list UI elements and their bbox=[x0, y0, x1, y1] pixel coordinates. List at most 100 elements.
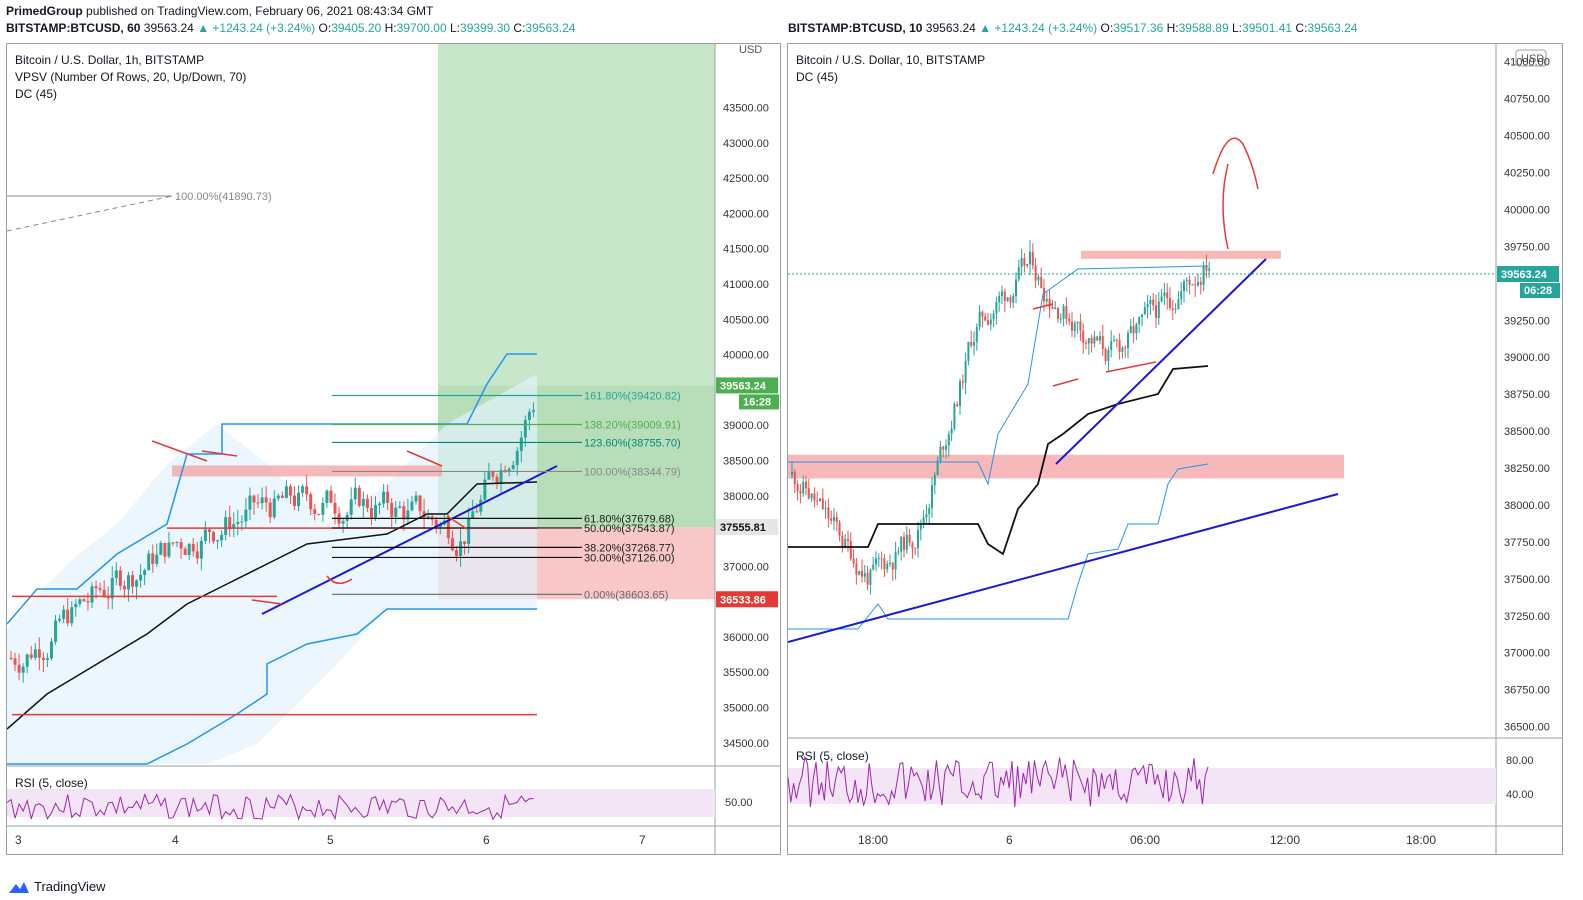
left-time-tick: 4 bbox=[172, 833, 179, 847]
fib-level-label: 123.60%(38755.70) bbox=[584, 437, 681, 449]
right-price-tick: 38250.00 bbox=[1504, 463, 1550, 475]
candle-body bbox=[187, 543, 191, 555]
right-price-tick: 37000.00 bbox=[1504, 648, 1550, 660]
candle-body bbox=[1205, 266, 1208, 271]
candle-body bbox=[827, 507, 830, 519]
left-price-tick: 35000.00 bbox=[723, 703, 769, 715]
candle-body bbox=[1132, 326, 1135, 334]
candle-body bbox=[232, 524, 236, 529]
tradingview-footer[interactable]: TradingView bbox=[8, 879, 106, 894]
candle-body bbox=[866, 572, 869, 585]
fib-level-label: 161.80%(39420.82) bbox=[584, 390, 681, 402]
right-price-tick: 40750.00 bbox=[1504, 94, 1550, 106]
left-countdown: 16:28 bbox=[743, 396, 771, 408]
candle-body bbox=[418, 495, 422, 512]
candle-body bbox=[1107, 349, 1110, 362]
fib-extension-label: 100.00%(41890.73) bbox=[175, 191, 272, 203]
right-price: 39563.24 bbox=[925, 21, 976, 35]
candle-body bbox=[1138, 317, 1141, 324]
left-time-tick: 6 bbox=[483, 833, 490, 847]
candle-body bbox=[62, 609, 66, 619]
candle-body bbox=[802, 481, 805, 494]
candle-body bbox=[897, 551, 900, 553]
candle-body bbox=[1180, 291, 1183, 300]
left-price-tick: 39000.00 bbox=[723, 420, 769, 432]
candle-body bbox=[1129, 326, 1132, 333]
right-legend-dc[interactable]: DC (45) bbox=[796, 70, 839, 84]
left-price-tick: 35500.00 bbox=[723, 667, 769, 679]
candle-body bbox=[810, 493, 813, 499]
candle-body bbox=[791, 471, 793, 476]
candle-body bbox=[110, 578, 114, 599]
candle-body bbox=[511, 465, 515, 469]
publisher-name[interactable]: PrimedGroup bbox=[6, 4, 83, 18]
candle-body bbox=[1006, 297, 1009, 301]
candle-body bbox=[248, 495, 252, 510]
candle-body bbox=[386, 491, 390, 503]
candle-body bbox=[309, 494, 313, 510]
candle-body bbox=[959, 381, 961, 407]
candle-body bbox=[1157, 301, 1160, 318]
left-time-tick: 7 bbox=[639, 833, 646, 847]
candle-body bbox=[135, 580, 139, 587]
left-legend-symbol[interactable]: Bitcoin / U.S. Dollar, 1h, BITSTAMP bbox=[15, 53, 205, 67]
right-chart-panel[interactable]: USD 41000.00 40750.00 40500.00 40250.00 40000… bbox=[787, 43, 1563, 855]
candle-body bbox=[515, 450, 519, 466]
candle-body bbox=[41, 657, 45, 660]
candle-body bbox=[1199, 282, 1202, 285]
candle-body bbox=[813, 493, 816, 501]
candle-body bbox=[908, 534, 911, 543]
candle-body bbox=[70, 607, 74, 624]
candle-body bbox=[131, 575, 134, 587]
candle-body bbox=[894, 551, 897, 570]
candle-body bbox=[276, 495, 280, 499]
candle-body bbox=[244, 509, 248, 522]
candle-body bbox=[1031, 251, 1034, 266]
candle-body bbox=[1037, 276, 1040, 281]
candle-body bbox=[835, 517, 838, 523]
candle-body bbox=[446, 520, 450, 539]
candle-body bbox=[838, 522, 841, 536]
candle-body bbox=[1169, 298, 1171, 309]
left-legend-vpsv[interactable]: VPSV (Number Of Rows, 20, Up/Down, 70) bbox=[15, 70, 247, 84]
candle-body bbox=[163, 542, 167, 557]
candle-body bbox=[978, 311, 981, 328]
fib-level-label: 138.20%(39009.91) bbox=[584, 419, 681, 431]
tradingview-logo-icon bbox=[9, 881, 29, 893]
left-target-level: 36533.86 bbox=[720, 594, 766, 606]
candle-body bbox=[1082, 330, 1085, 343]
candle-body bbox=[25, 654, 29, 667]
candle-body bbox=[220, 534, 224, 541]
candle-body bbox=[17, 664, 21, 673]
left-price-tick: 42500.00 bbox=[723, 173, 769, 185]
candle-body bbox=[1191, 284, 1194, 286]
candle-body bbox=[875, 558, 877, 565]
left-stop-level-bg bbox=[716, 519, 778, 536]
candle-body bbox=[928, 508, 931, 515]
left-legend-dc[interactable]: DC (45) bbox=[15, 87, 58, 101]
candle-body bbox=[155, 554, 159, 564]
candle-body bbox=[106, 596, 110, 599]
candle-body bbox=[313, 509, 317, 514]
candle-body bbox=[1171, 308, 1174, 310]
right-legend-symbol[interactable]: Bitcoin / U.S. Dollar, 10, BITSTAMP bbox=[796, 53, 986, 67]
right-price-tick: 39250.00 bbox=[1504, 315, 1550, 327]
candle-body bbox=[394, 507, 398, 517]
candle-body bbox=[288, 486, 292, 496]
candle-body bbox=[1177, 299, 1180, 309]
candle-body bbox=[272, 498, 276, 518]
candle-body bbox=[317, 513, 321, 515]
candle-body bbox=[1118, 340, 1121, 352]
left-chart-panel[interactable]: 161.80%(39420.82) 138.20%(39009.91) 123.60… bbox=[6, 43, 781, 855]
candle-body bbox=[507, 468, 511, 472]
candle-body bbox=[861, 571, 863, 577]
candle-body bbox=[1073, 323, 1076, 331]
left-chart-svg[interactable]: 161.80%(39420.82) 138.20%(39009.91) 123.60… bbox=[7, 44, 780, 854]
candle-body bbox=[122, 585, 126, 590]
candle-body bbox=[66, 609, 70, 624]
fib-extension-dash bbox=[7, 195, 173, 232]
candle-body bbox=[297, 492, 301, 507]
candle-body bbox=[167, 542, 171, 557]
candle-body bbox=[1163, 292, 1166, 297]
